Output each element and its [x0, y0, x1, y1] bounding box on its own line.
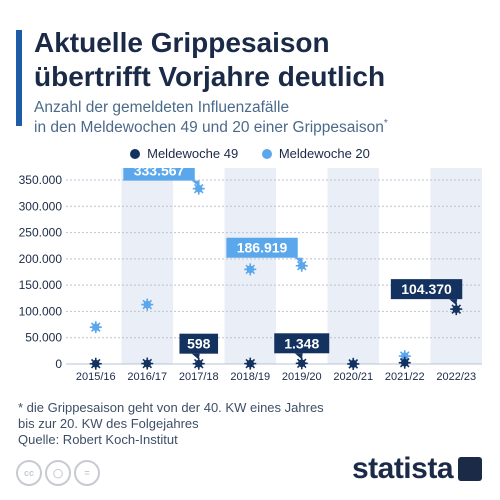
data-label-text: 1.348 — [284, 335, 319, 351]
marker-core — [400, 352, 409, 360]
title-accent-bar — [16, 30, 22, 126]
data-point — [141, 357, 154, 370]
marker-core — [349, 360, 358, 368]
source-text: Quelle: Robert Koch-Institut — [18, 432, 178, 447]
data-point — [450, 303, 463, 316]
marker-core — [143, 300, 152, 309]
y-tick-label: 150.000 — [19, 278, 63, 292]
marker-core — [194, 359, 203, 368]
data-label-pointer — [294, 257, 303, 264]
data-point — [244, 263, 257, 276]
data-point — [192, 357, 205, 370]
data-label-box — [274, 333, 330, 354]
data-label-box — [390, 279, 463, 300]
data-label-text: 186.919 — [237, 240, 288, 256]
chart-legend: Meldewoche 49 Meldewoche 20 — [0, 146, 500, 161]
x-tick-label: 2015/16 — [76, 371, 116, 383]
footnote: * die Grippesaison geht von der 40. KW e… — [18, 400, 324, 431]
legend-item-meldewoche-49: Meldewoche 49 — [130, 146, 238, 161]
scatter-chart: 0 50.000 100.000 150.000 200.000 250.000 300.0… — [19, 168, 482, 383]
legend-label: Meldewoche 49 — [147, 146, 239, 161]
x-tick-label: 2018/19 — [230, 371, 270, 383]
data-label-pointer — [449, 299, 458, 306]
data-point — [244, 357, 257, 370]
y-tick-label: 300.000 — [19, 199, 63, 213]
data-label-text: 104.370 — [401, 281, 452, 297]
marker-core — [194, 184, 203, 193]
cc-icon[interactable]: cc — [16, 460, 42, 486]
subtitle-text: Anzahl der gemeldeten Influenzafälle in … — [34, 99, 384, 136]
data-label: 333.567 — [123, 168, 200, 187]
y-tick-label: 350.000 — [19, 173, 63, 187]
data-point — [89, 321, 102, 334]
data-point — [398, 356, 411, 369]
subtitle-footnote-mark: * — [383, 117, 388, 129]
data-label-box — [226, 237, 298, 258]
legend-item-meldewoche-20: Meldewoche 20 — [261, 146, 370, 161]
x-tick-label: 2021/22 — [385, 371, 425, 383]
x-tick-label: 2020/21 — [333, 371, 373, 383]
legend-label: Meldewoche 20 — [278, 146, 370, 161]
data-point — [89, 357, 102, 370]
x-tick-label: 2017/18 — [179, 371, 219, 383]
y-tick-label: 200.000 — [19, 252, 63, 266]
data-label-pointer — [191, 180, 200, 187]
data-label: 104.370 — [390, 279, 463, 306]
y-tick-label: 250.000 — [19, 226, 63, 240]
brand-text: statista — [351, 452, 454, 485]
data-label-text: 598 — [187, 336, 211, 352]
x-tick-label: 2016/17 — [127, 371, 167, 383]
y-tick-label: 50.000 — [25, 331, 62, 345]
marker-core — [400, 358, 409, 367]
data-label: 186.919 — [226, 237, 303, 264]
y-tick-label: 100.000 — [19, 304, 63, 318]
data-label-pointer — [294, 353, 303, 360]
marker-core — [143, 359, 152, 368]
category-band — [121, 168, 173, 364]
data-label: 1.348 — [274, 333, 330, 360]
legend-marker-light — [261, 149, 272, 159]
legend-marker-dark — [130, 149, 141, 159]
y-tick-label: 0 — [55, 357, 62, 371]
data-label: 598 — [179, 333, 219, 360]
chart-subtitle: Anzahl der gemeldeten Influenzafälle in … — [34, 98, 388, 138]
marker-core — [297, 261, 306, 270]
x-tick-label: 2022/23 — [436, 371, 476, 383]
data-point — [295, 259, 308, 272]
page-title: Aktuelle Grippesaison übertrifft Vorjahr… — [34, 27, 386, 92]
marker-core — [246, 265, 255, 274]
data-label-pointer — [191, 353, 200, 360]
equals-icon[interactable]: = — [74, 460, 100, 486]
person-icon[interactable]: ◯ — [45, 460, 71, 486]
data-point — [141, 298, 154, 311]
data-point — [192, 182, 205, 195]
marker-core — [91, 359, 100, 368]
category-band — [430, 168, 482, 364]
statista-mark-icon — [458, 457, 482, 481]
license-icons: cc ◯ = — [16, 460, 103, 486]
marker-core — [452, 305, 461, 313]
data-label-text: 333.567 — [134, 168, 185, 179]
data-point — [347, 357, 360, 370]
data-label-box — [123, 168, 195, 181]
marker-core — [91, 323, 100, 331]
x-tick-label: 2019/20 — [282, 371, 322, 383]
data-label-box — [179, 333, 219, 354]
category-band — [327, 168, 379, 364]
marker-core — [297, 359, 306, 368]
marker-core — [246, 359, 255, 368]
statista-logo: statista — [352, 452, 482, 486]
